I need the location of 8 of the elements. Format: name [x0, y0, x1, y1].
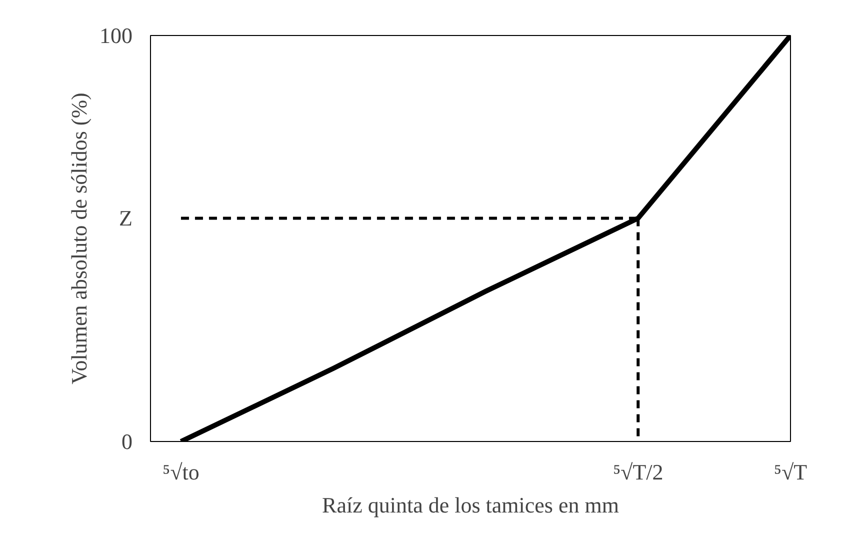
y-tick-label: 100 [100, 23, 132, 48]
x-tick-label: ⁵√T [774, 460, 808, 484]
y-tick-label: Z [119, 206, 133, 231]
y-axis-title: Volumen absoluto de sólidos (%) [66, 92, 92, 384]
x-axis-title: Raíz quinta de los tamices en mm [322, 492, 619, 518]
y-tick-label: 0 [122, 429, 132, 454]
x-tick-label: ⁵√to [162, 460, 200, 484]
x-tick-label: ⁵√T/2 [612, 460, 664, 484]
